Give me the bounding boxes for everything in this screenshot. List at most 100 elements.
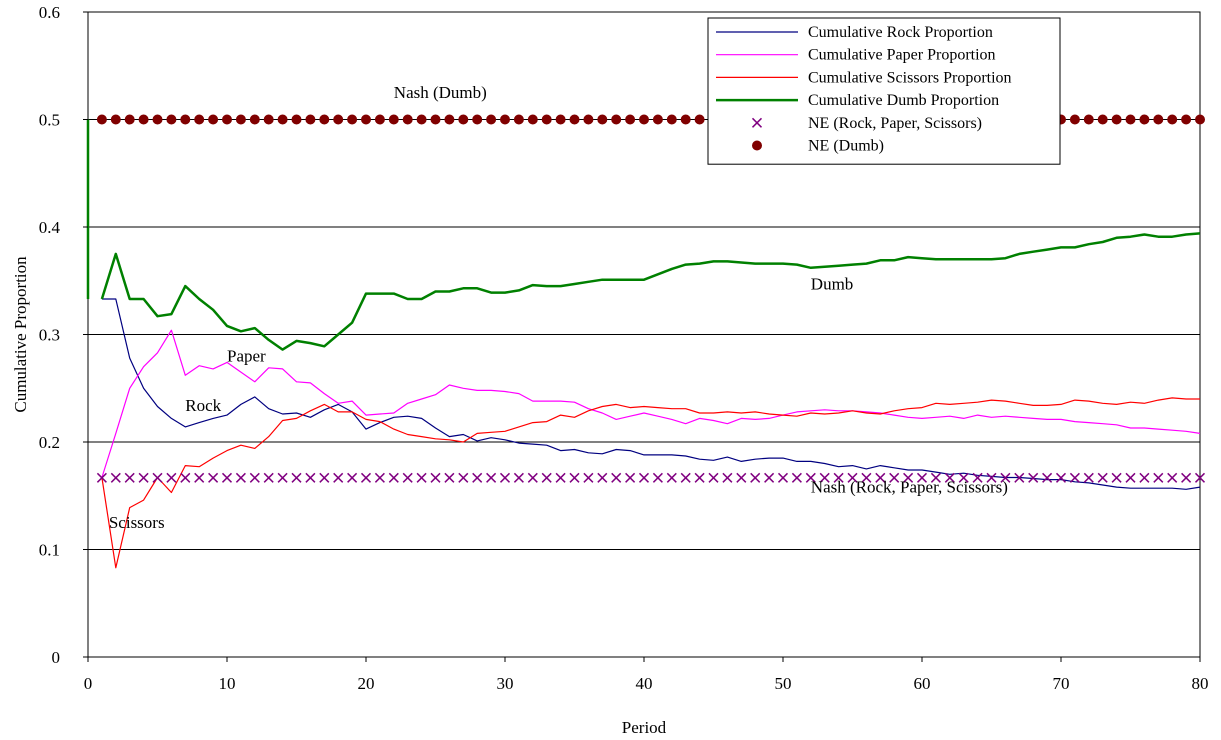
series-line-rock <box>101 298 1201 490</box>
annotation-label: Nash (Rock, Paper, Scissors) <box>811 478 1008 497</box>
marker-ne-dumb <box>388 114 399 125</box>
marker-ne-rps <box>360 472 372 483</box>
marker-ne-dumb <box>416 114 427 125</box>
marker-ne-dumb <box>430 114 441 125</box>
marker-ne-dumb <box>305 114 316 125</box>
annotation-label: Paper <box>227 346 266 365</box>
marker-ne-rps <box>805 472 816 483</box>
marker-ne-dumb <box>319 114 330 125</box>
marker-ne-dumb <box>291 114 302 125</box>
marker-ne-rps <box>583 472 594 483</box>
marker-ne-rps <box>1111 472 1122 483</box>
marker-ne-rps <box>930 472 941 483</box>
marker-ne-dumb <box>152 114 163 125</box>
marker-ne-rps <box>1069 472 1080 483</box>
marker-ne-dumb <box>1069 114 1080 125</box>
marker-ne-dumb <box>235 114 246 125</box>
marker-ne-dumb <box>138 114 149 125</box>
marker-ne-rps <box>124 472 135 483</box>
x-tick-label: 20 <box>358 674 375 693</box>
x-tick-label: 80 <box>1192 674 1209 693</box>
annotation-label: Nash (Dumb) <box>394 83 487 102</box>
y-tick-label: 0.6 <box>39 3 60 22</box>
marker-ne-rps <box>1055 472 1067 483</box>
annotation-label: Rock <box>185 396 221 415</box>
marker-ne-rps <box>541 472 552 483</box>
marker-ne-rps <box>680 472 691 483</box>
marker-ne-rps <box>208 472 219 483</box>
marker-ne-rps <box>764 472 775 483</box>
marker-ne-rps <box>1181 472 1192 483</box>
legend-label: Cumulative Dumb Proportion <box>808 92 999 109</box>
marker-ne-dumb <box>666 114 677 125</box>
marker-ne-dumb <box>1153 114 1164 125</box>
marker-ne-dumb <box>124 114 135 125</box>
marker-ne-rps <box>916 472 928 483</box>
marker-ne-rps <box>444 472 455 483</box>
marker-ne-rps <box>305 472 316 483</box>
marker-ne-rps <box>569 472 580 483</box>
marker-ne-dumb <box>639 114 649 125</box>
marker-ne-rps <box>1083 472 1094 483</box>
marker-ne-dumb <box>1181 114 1192 125</box>
marker-ne-rps <box>291 472 302 483</box>
series-line-scissors <box>101 397 1200 569</box>
legend: Cumulative Rock Proportion Cumulative Pap… <box>707 17 1061 165</box>
marker-ne-dumb <box>333 114 344 125</box>
x-tick-label: 10 <box>219 674 236 693</box>
marker-ne-dumb <box>1097 114 1108 125</box>
marker-ne-dumb <box>277 114 288 125</box>
marker-ne-rps <box>1139 472 1150 483</box>
marker-ne-rps <box>110 472 121 483</box>
marker-ne-rps <box>235 472 246 483</box>
marker-ne-dumb <box>444 114 455 125</box>
marker-ne-rps <box>1097 472 1108 483</box>
marker-ne-dumb <box>513 114 524 125</box>
y-tick-label: 0 <box>52 648 61 667</box>
marker-ne-dumb <box>249 114 260 125</box>
series-line-dumb <box>100 232 1201 351</box>
marker-ne-dumb <box>652 114 663 125</box>
legend-label: Cumulative Rock Proportion <box>808 24 993 41</box>
marker-ne-rps <box>736 472 747 483</box>
marker-ne-rps <box>611 472 622 483</box>
marker-ne-rps <box>750 472 761 483</box>
marker-ne-dumb <box>555 114 566 125</box>
marker-ne-rps <box>847 472 858 483</box>
marker-ne-dumb <box>180 114 191 125</box>
marker-ne-rps <box>652 472 663 483</box>
grid <box>88 119 1200 550</box>
marker-ne-dumb <box>458 114 469 125</box>
marker-ne-dumb <box>1125 114 1136 125</box>
y-tick-label: 0.1 <box>39 541 60 560</box>
marker-ne-rps <box>1153 472 1164 483</box>
marker-ne-rps <box>96 472 107 483</box>
x-tick-label: 50 <box>775 674 792 693</box>
marker-ne-rps <box>1014 472 1025 483</box>
legend-label: Cumulative Scissors Proportion <box>808 69 1012 86</box>
marker-ne-dumb <box>680 114 691 125</box>
marker-ne-rps <box>1125 472 1136 483</box>
y-tick-label: 0.2 <box>39 433 60 452</box>
marker-ne-dumb <box>1083 114 1094 125</box>
legend-box <box>707 17 1061 165</box>
marker-ne-dumb <box>583 114 594 125</box>
marker-ne-dumb <box>625 114 636 125</box>
marker-ne-rps <box>666 472 677 483</box>
marker-ne-dumb <box>263 114 274 125</box>
marker-ne-rps <box>833 472 844 483</box>
y-tick-label: 0.4 <box>39 218 61 237</box>
marker-ne-dumb <box>611 114 622 125</box>
marker-ne-dumb <box>694 114 705 125</box>
marker-ne-rps <box>597 472 608 483</box>
legend-symbol-ne-rps <box>751 117 763 128</box>
marker-ne-rps <box>791 472 802 483</box>
marker-ne-rps <box>138 472 149 483</box>
marker-ne-dumb <box>597 114 608 125</box>
marker-ne-dumb <box>96 114 107 125</box>
legend-symbol-ne-dumb <box>752 140 762 151</box>
marker-ne-rps <box>194 472 205 483</box>
marker-ne-rps <box>861 472 872 483</box>
marker-ne-rps <box>277 472 288 483</box>
x-tick-label: 60 <box>914 674 931 693</box>
